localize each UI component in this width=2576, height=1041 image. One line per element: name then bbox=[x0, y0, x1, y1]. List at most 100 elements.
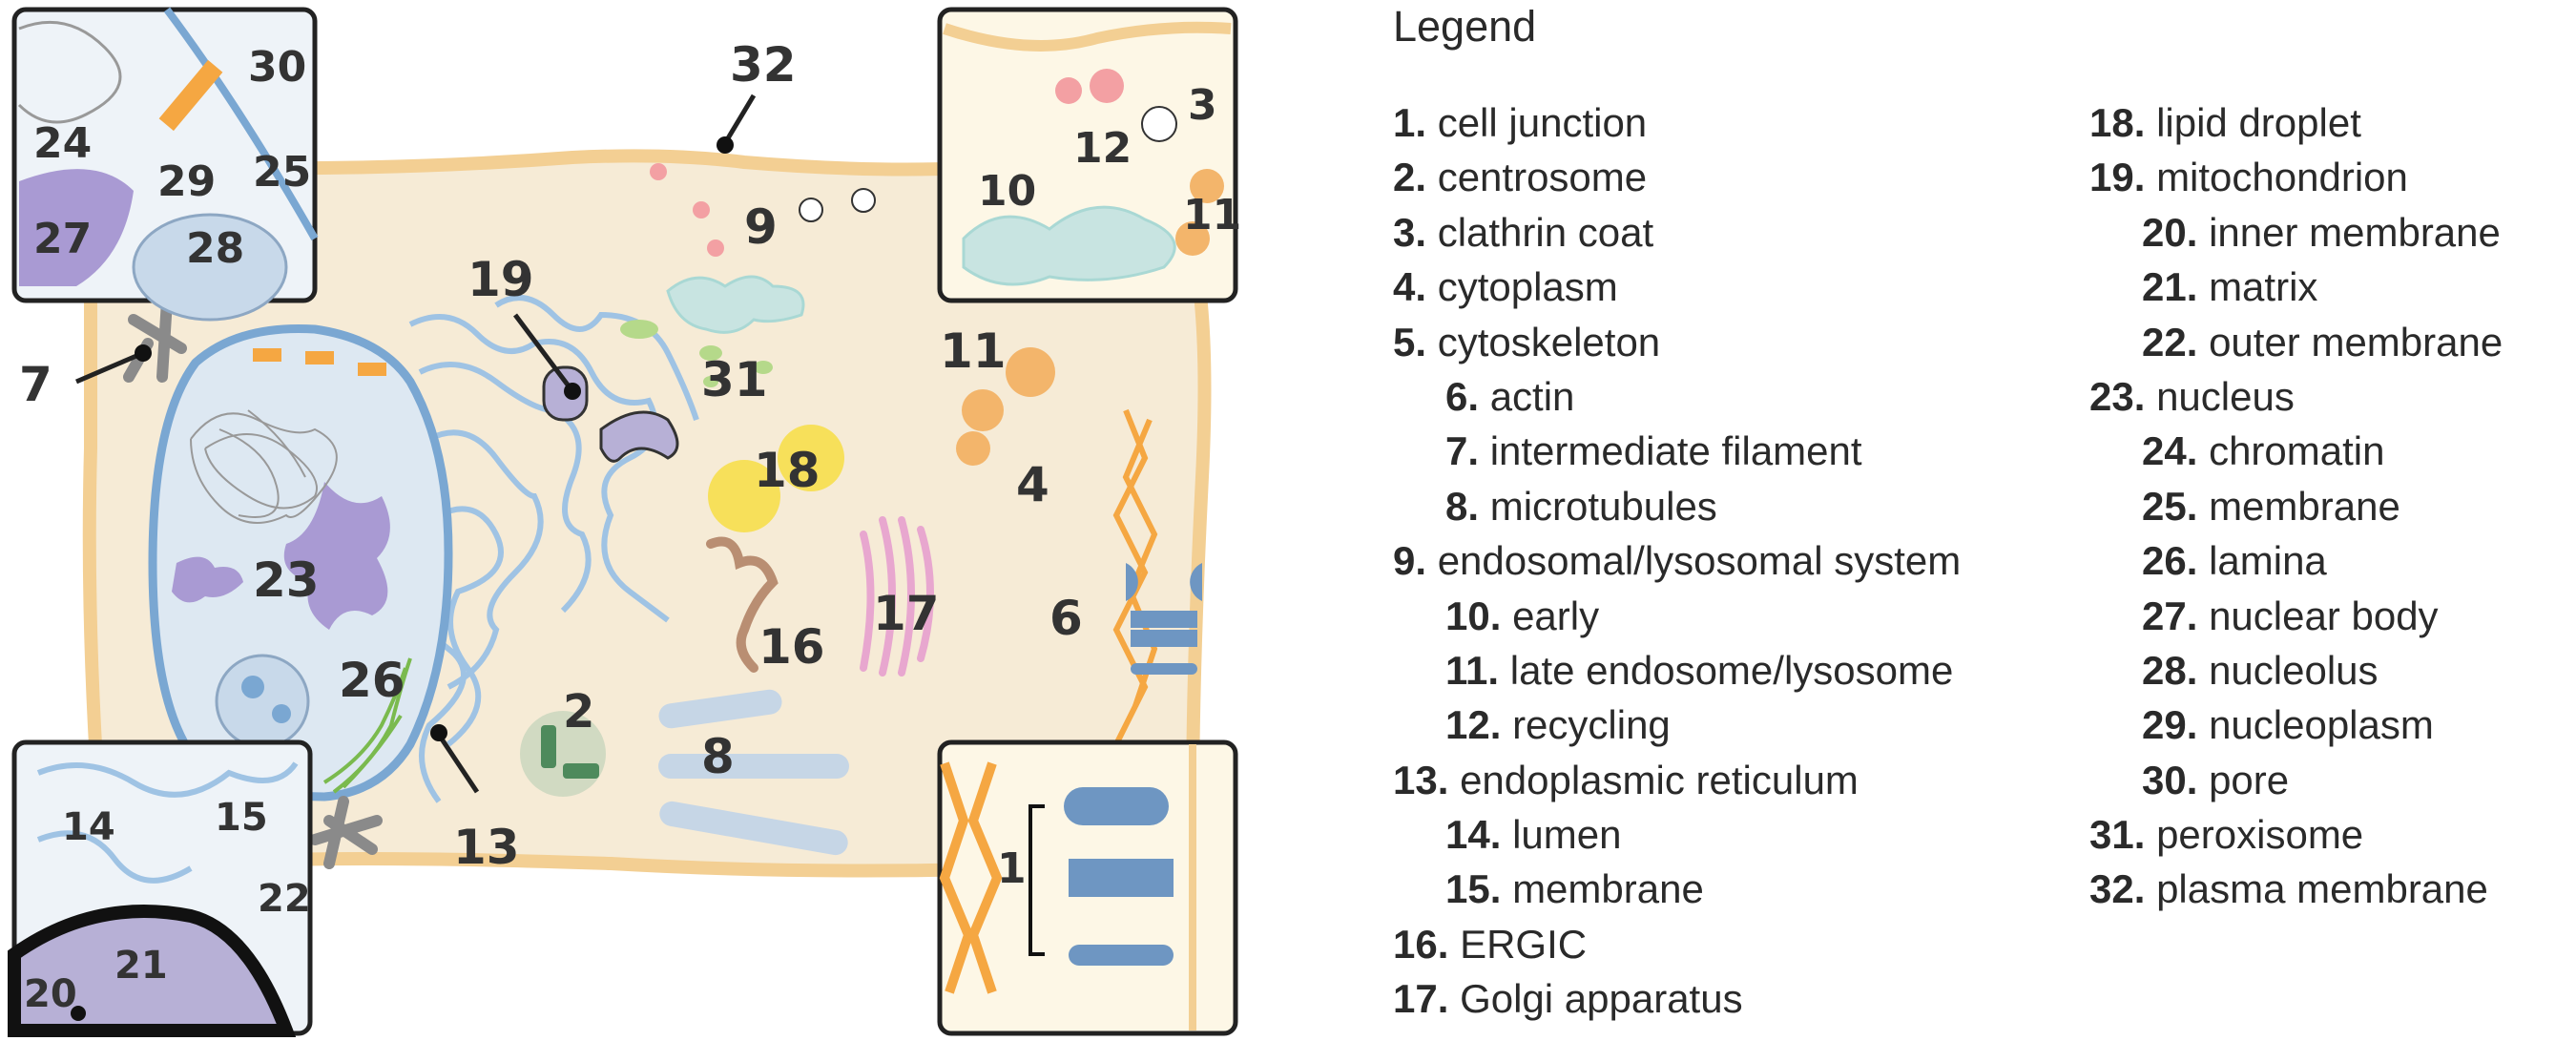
label-2: 2 bbox=[563, 685, 594, 739]
label-15: 15 bbox=[215, 796, 268, 840]
nuclear-body-2 bbox=[172, 556, 243, 603]
legend-item-number: 19. bbox=[2089, 155, 2146, 200]
label-11-inset: 11 bbox=[1183, 191, 1241, 239]
legend-item: 15. membrane bbox=[1393, 862, 1961, 916]
legend-item-number: 1. bbox=[1393, 100, 1427, 145]
legend-item: 9. endosomal/lysosomal system bbox=[1393, 533, 1961, 588]
legend-item-text: ERGIC bbox=[1460, 921, 1588, 967]
legend-item-number: 27. bbox=[2142, 593, 2198, 638]
legend-item: 6. actin bbox=[1393, 369, 1961, 424]
legend-item: 5. cytoskeleton bbox=[1393, 315, 1961, 369]
legend-item-number: 6. bbox=[1445, 373, 1480, 419]
legend-item-text: inner membrane bbox=[2209, 209, 2501, 255]
legend-item-number: 12. bbox=[1445, 702, 1502, 748]
legend-item-number: 22. bbox=[2142, 319, 2198, 364]
legend-item: 23. nucleus bbox=[2089, 369, 2503, 424]
label-13: 13 bbox=[453, 820, 520, 875]
legend-item-number: 2. bbox=[1393, 155, 1427, 200]
legend-item: 31. peroxisome bbox=[2089, 807, 2503, 862]
label-23: 23 bbox=[253, 552, 320, 608]
label-1: 1 bbox=[997, 844, 1027, 893]
label-20: 20 bbox=[24, 972, 77, 1016]
cell-illustration: 1 2 3 4 6 7 8 9 10 11 11 12 13 14 15 16 … bbox=[8, 7, 1241, 1037]
legend-item: 19. mitochondrion bbox=[2089, 150, 2503, 204]
legend-item: 30. pore bbox=[2089, 753, 2503, 807]
legend-item-text: endosomal/lysosomal system bbox=[1437, 538, 1962, 584]
legend-item-text: mitochondrion bbox=[2156, 155, 2408, 200]
label-27: 27 bbox=[33, 215, 92, 263]
legend-item-text: nuclear body bbox=[2209, 593, 2439, 638]
legend-item-text: chromatin bbox=[2209, 428, 2385, 474]
inset-nucleus-pore bbox=[11, 7, 319, 322]
legend-item-number: 31. bbox=[2089, 812, 2146, 858]
legend-item-number: 11. bbox=[1445, 647, 1500, 693]
label-19: 19 bbox=[467, 252, 534, 307]
legend-item-number: 16. bbox=[1393, 921, 1449, 967]
legend-item-text: actin bbox=[1489, 373, 1575, 419]
legend-item-number: 32. bbox=[2089, 866, 2146, 912]
legend-item: 20. inner membrane bbox=[2089, 205, 2503, 260]
legend-item: 32. plasma membrane bbox=[2089, 862, 2503, 916]
legend-item-text: membrane bbox=[1512, 866, 1704, 912]
legend-item-text: Golgi apparatus bbox=[1460, 976, 1743, 1022]
legend-item-text: matrix bbox=[2209, 264, 2318, 310]
label-11-main: 11 bbox=[940, 323, 1007, 379]
label-28: 28 bbox=[186, 224, 244, 273]
legend-item-number: 28. bbox=[2142, 647, 2198, 693]
label-32: 32 bbox=[730, 37, 797, 93]
late-endosomes bbox=[956, 347, 1055, 466]
label-12: 12 bbox=[1073, 124, 1132, 173]
leader-lines bbox=[75, 94, 757, 794]
label-30: 30 bbox=[248, 43, 306, 92]
legend-item-text: clathrin coat bbox=[1437, 209, 1654, 255]
legend-item-text: plasma membrane bbox=[2156, 866, 2488, 912]
legend-item-number: 5. bbox=[1393, 319, 1427, 364]
legend-item-number: 26. bbox=[2142, 538, 2198, 584]
label-9: 9 bbox=[744, 199, 778, 255]
legend-item: 27. nuclear body bbox=[2089, 589, 2503, 643]
legend-item: 16. ERGIC bbox=[1393, 917, 1961, 971]
leader-dots bbox=[71, 136, 734, 1021]
legend-column-2: 18. lipid droplet 19. mitochondrion 20. in… bbox=[2089, 95, 2503, 917]
microtubules bbox=[658, 689, 849, 856]
legend-item: 1. cell junction bbox=[1393, 95, 1961, 150]
legend-item-text: pore bbox=[2209, 757, 2290, 802]
legend-item-text: nucleolus bbox=[2209, 647, 2379, 693]
recycling-endosomes bbox=[650, 163, 724, 257]
legend-item: 14. lumen bbox=[1393, 807, 1961, 862]
legend-item-text: early bbox=[1512, 593, 1600, 638]
label-29: 29 bbox=[157, 157, 216, 206]
label-24: 24 bbox=[33, 119, 92, 168]
legend-item-number: 3. bbox=[1393, 209, 1427, 255]
actin-filaments bbox=[1112, 408, 1158, 746]
legend-item-text: centrosome bbox=[1437, 155, 1648, 200]
ergic bbox=[706, 536, 779, 673]
label-16: 16 bbox=[758, 619, 825, 675]
legend-item: 26. lamina bbox=[2089, 533, 2503, 588]
legend-item-number: 17. bbox=[1393, 976, 1449, 1022]
legend-item: 28. nucleolus bbox=[2089, 643, 2503, 697]
legend-item: 10. early bbox=[1393, 589, 1961, 643]
legend-item: 22. outer membrane bbox=[2089, 315, 2503, 369]
label-14: 14 bbox=[62, 805, 115, 849]
legend-item: 4. cytoplasm bbox=[1393, 260, 1961, 314]
label-26: 26 bbox=[339, 653, 405, 708]
label-18: 18 bbox=[754, 443, 821, 498]
legend-column-1: 1. cell junction 2. centrosome 3. clathrin… bbox=[1393, 95, 1961, 1027]
legend-item-text: cytoskeleton bbox=[1437, 319, 1661, 364]
label-31: 31 bbox=[701, 352, 768, 407]
chromatin bbox=[190, 409, 338, 524]
label-21: 21 bbox=[114, 944, 168, 988]
label-4: 4 bbox=[1016, 457, 1049, 512]
legend: Legend 1. cell junction 2. centrosome 3. c… bbox=[1393, 0, 2576, 1041]
legend-item: 17. Golgi apparatus bbox=[1393, 971, 1961, 1026]
legend-item-number: 18. bbox=[2089, 100, 2146, 145]
label-3: 3 bbox=[1188, 81, 1217, 130]
legend-item: 12. recycling bbox=[1393, 697, 1961, 752]
legend-item-text: lamina bbox=[2209, 538, 2327, 584]
golgi-apparatus bbox=[860, 516, 934, 677]
legend-item-number: 29. bbox=[2142, 702, 2198, 748]
nucleus bbox=[148, 323, 453, 802]
legend-item-number: 25. bbox=[2142, 483, 2198, 529]
